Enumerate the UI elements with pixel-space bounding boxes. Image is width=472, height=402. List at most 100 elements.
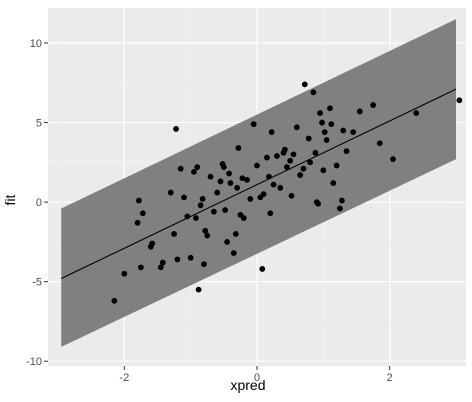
- data-point: [301, 81, 308, 88]
- data-point: [320, 167, 327, 174]
- data-point: [201, 261, 207, 268]
- data-point: [191, 168, 197, 175]
- data-point: [202, 227, 209, 234]
- data-point: [210, 208, 217, 215]
- data-point: [214, 189, 221, 196]
- data-point: [204, 232, 211, 239]
- data-point: [220, 164, 227, 171]
- data-point: [260, 191, 267, 198]
- data-point: [297, 172, 304, 178]
- data-point: [197, 202, 204, 209]
- y-axis-ticks: -10 -5 0 5 10: [26, 38, 48, 368]
- data-point: [207, 173, 214, 180]
- y-tick-label: 0: [36, 197, 42, 209]
- data-point: [224, 238, 231, 245]
- data-point: [226, 170, 233, 177]
- data-point: [222, 207, 229, 213]
- data-point: [227, 180, 234, 186]
- data-point: [283, 164, 290, 171]
- data-point: [315, 200, 321, 207]
- data-point: [330, 180, 337, 186]
- data-point: [174, 256, 181, 263]
- data-point: [139, 210, 146, 217]
- data-point: [181, 194, 187, 201]
- data-point: [328, 121, 335, 128]
- y-tick-label: -10: [26, 356, 42, 368]
- data-points: [111, 81, 463, 304]
- data-point: [277, 184, 284, 191]
- x-axis-ticks: -2 0 2: [119, 366, 393, 384]
- data-point: [159, 259, 166, 266]
- data-point: [356, 108, 363, 115]
- data-point: [217, 178, 224, 185]
- data-point: [121, 270, 128, 277]
- data-point: [312, 149, 319, 156]
- data-point: [339, 197, 345, 204]
- data-point: [171, 231, 177, 237]
- data-point: [343, 148, 350, 155]
- data-point: [187, 254, 194, 261]
- data-point: [235, 145, 242, 151]
- data-point: [195, 286, 202, 293]
- data-point: [413, 110, 420, 116]
- data-point: [254, 162, 260, 169]
- y-tick-label: 5: [36, 118, 42, 130]
- x-axis-title: xpred: [230, 377, 265, 393]
- data-point: [264, 154, 270, 161]
- data-point: [390, 156, 396, 163]
- data-point: [194, 164, 201, 171]
- data-point: [250, 121, 257, 128]
- data-point: [247, 196, 254, 202]
- data-point: [321, 129, 328, 136]
- data-point: [456, 97, 463, 104]
- data-point: [310, 89, 317, 96]
- data-point: [287, 157, 294, 164]
- data-point: [134, 219, 141, 226]
- data-point: [173, 126, 179, 132]
- x-tick-label: -2: [119, 372, 129, 384]
- data-point: [300, 165, 307, 172]
- y-tick-label: 10: [30, 38, 42, 50]
- data-point: [232, 231, 239, 237]
- data-point: [244, 176, 250, 183]
- data-point: [137, 264, 144, 271]
- data-point: [266, 173, 272, 180]
- y-tick-label: -5: [32, 277, 42, 289]
- data-point: [274, 153, 280, 159]
- data-point: [199, 196, 206, 202]
- data-point: [350, 129, 357, 136]
- data-point: [319, 119, 325, 126]
- data-point: [177, 165, 184, 172]
- data-point: [290, 151, 297, 158]
- fit-line: [61, 88, 457, 279]
- data-point: [340, 127, 347, 134]
- data-point: [167, 189, 174, 196]
- data-point: [111, 297, 118, 304]
- data-point: [135, 197, 142, 204]
- x-tick-label: 0: [254, 372, 260, 384]
- data-point: [270, 181, 277, 188]
- data-point: [149, 240, 156, 247]
- data-point: [259, 266, 266, 272]
- data-point: [267, 210, 274, 217]
- data-point: [268, 129, 275, 136]
- data-point: [230, 250, 237, 256]
- data-point: [370, 102, 377, 108]
- data-point: [317, 110, 323, 116]
- data-point: [293, 124, 300, 131]
- data-point: [307, 159, 313, 166]
- data-point: [193, 215, 199, 221]
- data-point: [240, 215, 247, 221]
- y-axis-title: fit: [2, 194, 18, 205]
- data-point: [288, 192, 295, 199]
- data-point: [239, 175, 246, 182]
- data-point: [305, 135, 312, 142]
- data-point: [157, 264, 164, 271]
- data-point: [281, 146, 288, 153]
- x-tick-label: 2: [387, 372, 393, 384]
- data-point: [323, 137, 330, 143]
- data-point: [327, 105, 333, 112]
- data-point: [234, 184, 240, 191]
- data-point: [333, 162, 340, 169]
